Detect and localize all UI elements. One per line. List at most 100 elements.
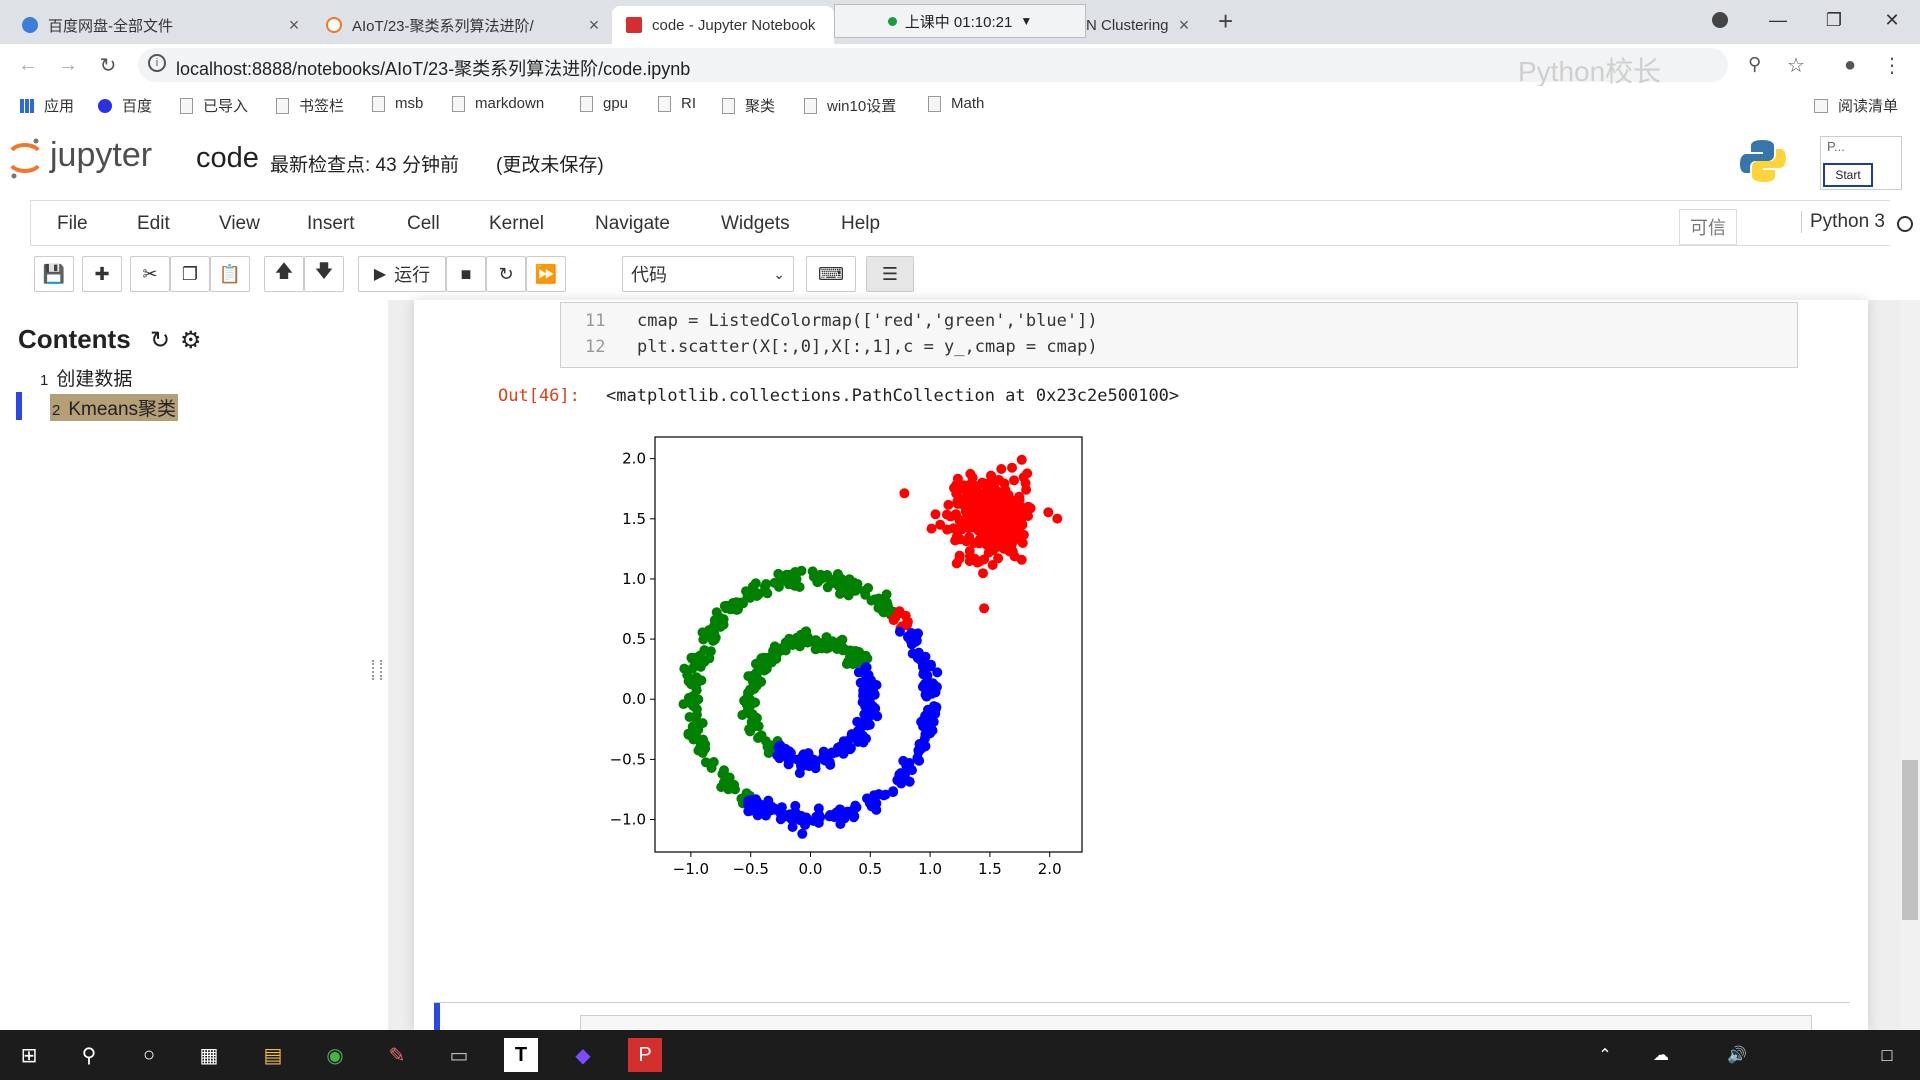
next-cell[interactable]: [434, 1002, 1850, 1033]
browser-tab-bar: 百度网盘-全部文件 × AIoT/23-聚类系列算法进阶/ × code - J…: [0, 0, 1920, 44]
paint-icon[interactable]: ✎: [388, 1044, 406, 1067]
scatter-point: [921, 677, 932, 688]
refresh-icon[interactable]: ↻: [150, 327, 171, 354]
reload-icon[interactable]: ↻: [99, 54, 117, 77]
move-down-icon[interactable]: 🡇: [304, 256, 344, 292]
start-icon[interactable]: ⊞: [20, 1044, 38, 1067]
start-button[interactable]: Start: [1823, 163, 1873, 187]
search-icon[interactable]: ⚲: [81, 1044, 97, 1067]
tray-chevron-icon[interactable]: ⌃: [1598, 1047, 1612, 1064]
keyboard-icon[interactable]: ⌨: [806, 256, 856, 292]
bookmark-label: markdown: [475, 95, 545, 112]
gear-icon[interactable]: ⚙: [180, 327, 202, 354]
bookmark-clustering[interactable]: 聚类: [722, 95, 775, 116]
cell-type-select[interactable]: 代码 ⌄: [622, 256, 794, 292]
bookmark-bookmarks-bar[interactable]: 书签栏: [276, 95, 344, 116]
cloud-icon[interactable]: ☁: [1653, 1047, 1669, 1064]
y-tick-label: 2.0: [622, 450, 646, 468]
new-tab-button[interactable]: +: [1218, 6, 1234, 36]
info-icon[interactable]: i: [148, 54, 166, 72]
tab-baidu-pan[interactable]: 百度网盘-全部文件 ×: [8, 6, 308, 44]
output-text: <matplotlib.collections.PathCollection a…: [606, 386, 1180, 406]
close-icon[interactable]: ×: [288, 14, 300, 35]
run-button[interactable]: ▶ 运行: [358, 256, 446, 292]
cortana-icon[interactable]: ○: [142, 1043, 156, 1066]
menu-view[interactable]: View: [219, 213, 260, 234]
restore-icon[interactable]: ❐: [1825, 9, 1843, 30]
copy-icon[interactable]: ❐: [170, 256, 210, 292]
notebook-name[interactable]: code: [196, 142, 259, 174]
menu-kernel[interactable]: Kernel: [489, 213, 544, 234]
scatter-point: [968, 501, 979, 512]
volume-icon[interactable]: 🔊: [1727, 1047, 1747, 1064]
toc-item-kmeans[interactable]: 2 Kmeans聚类: [50, 394, 179, 421]
vscode-icon[interactable]: ◆: [575, 1044, 591, 1067]
toc-item-create-data[interactable]: 1 创建数据: [40, 364, 132, 391]
notification-icon[interactable]: □: [1881, 1044, 1893, 1065]
toc-toggle-icon[interactable]: ☰: [866, 256, 914, 292]
stop-icon[interactable]: ■: [446, 256, 486, 292]
fast-forward-icon[interactable]: ⏩: [526, 256, 566, 292]
forward-icon[interactable]: →: [58, 53, 78, 76]
bookmark-gpu[interactable]: gpu: [580, 95, 628, 112]
recording-indicator[interactable]: 上课中 01:10:21 ▼: [834, 4, 1086, 38]
browser-menu-icon[interactable]: ⋮: [1882, 54, 1902, 77]
move-up-icon[interactable]: 🡅: [264, 256, 304, 292]
code-cell-input[interactable]: 11 cmap = ListedColormap(['red','green',…: [560, 302, 1798, 368]
scatter-point: [860, 662, 871, 673]
menu-insert[interactable]: Insert: [307, 213, 355, 234]
menu-cell[interactable]: Cell: [407, 213, 440, 234]
paste-icon[interactable]: 📋: [210, 256, 250, 292]
scatter-point: [827, 636, 838, 647]
menu-help[interactable]: Help: [841, 213, 881, 234]
tab-clustering[interactable]: N Clustering ×: [1086, 6, 1198, 44]
tab-code-notebook[interactable]: code - Jupyter Notebook: [612, 6, 834, 44]
chrome-icon[interactable]: ◉: [326, 1044, 344, 1067]
cut-icon[interactable]: ✂: [130, 256, 170, 292]
scrollbar[interactable]: [1900, 300, 1920, 1030]
explorer-icon[interactable]: ▤: [263, 1044, 283, 1067]
menu-file[interactable]: File: [57, 213, 88, 234]
bookmark-baidu[interactable]: 百度: [98, 95, 152, 116]
pdf-icon[interactable]: P: [628, 1038, 662, 1072]
save-icon[interactable]: 💾: [34, 256, 74, 292]
back-icon[interactable]: ←: [18, 53, 38, 76]
bookmark-markdown[interactable]: markdown: [452, 95, 544, 112]
profile-icon[interactable]: ●: [1843, 53, 1857, 76]
menu-widgets[interactable]: Widgets: [721, 213, 790, 234]
reading-list[interactable]: 阅读清单: [1814, 95, 1898, 116]
bookmark-win10[interactable]: win10设置: [804, 95, 896, 116]
add-cell-icon[interactable]: ✚: [82, 256, 122, 292]
floating-popup[interactable]: P... Start: [1820, 136, 1902, 190]
scatter-point: [980, 522, 991, 533]
bookmark-msb[interactable]: msb: [372, 95, 423, 112]
close-window-icon[interactable]: ✕: [1884, 9, 1900, 30]
kernel-name[interactable]: Python 3: [1801, 211, 1885, 233]
bookmark-ri[interactable]: RI: [658, 95, 696, 112]
scrollbar-thumb[interactable]: [1902, 760, 1918, 920]
typora-icon[interactable]: T: [504, 1038, 538, 1072]
scatter-point: [690, 696, 701, 707]
jupyter-logo-text[interactable]: jupyter: [50, 136, 153, 174]
panel-resize-handle[interactable]: [372, 660, 382, 680]
menu-edit[interactable]: Edit: [137, 213, 170, 234]
scatter-point: [930, 687, 941, 698]
extension-icon[interactable]: ☆: [1787, 54, 1805, 77]
url-field[interactable]: i localhost:8888/notebooks/AIoT/23-聚类系列算…: [138, 48, 1761, 87]
close-icon[interactable]: ×: [588, 14, 600, 35]
bookmark-imported[interactable]: 已导入: [180, 95, 248, 116]
menu-navigate[interactable]: Navigate: [595, 213, 670, 234]
close-icon[interactable]: ×: [1178, 14, 1190, 35]
bookmark-apps[interactable]: 应用: [20, 95, 74, 116]
zoom-icon[interactable]: ⚲: [1748, 54, 1762, 74]
minimize-icon[interactable]: —: [1769, 9, 1787, 30]
tab-search-icon[interactable]: [1692, 0, 1748, 40]
tab-aiot-folder[interactable]: AIoT/23-聚类系列算法进阶/ ×: [312, 6, 608, 44]
jupyter-logo-icon[interactable]: [8, 136, 42, 180]
trusted-indicator[interactable]: 可信: [1679, 209, 1737, 245]
terminal-icon[interactable]: ▭: [449, 1044, 469, 1067]
restart-icon[interactable]: ↻: [486, 256, 526, 292]
scatter-point: [998, 543, 1009, 554]
taskview-icon[interactable]: ▦: [199, 1044, 219, 1067]
bookmark-math[interactable]: Math: [928, 95, 984, 112]
